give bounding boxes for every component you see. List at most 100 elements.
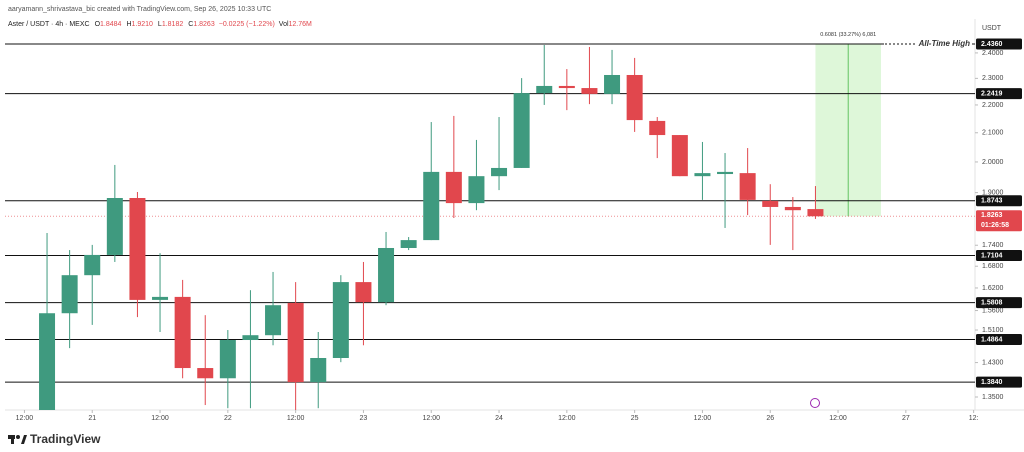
- candle-body: [287, 302, 304, 383]
- x-tick-label: 26: [766, 415, 774, 422]
- candle-body: [445, 171, 462, 204]
- last-price-tag: [976, 210, 1022, 232]
- ohlc-value: 1.9210: [132, 21, 154, 28]
- candle-body: [536, 85, 553, 94]
- ohlc-key: C: [188, 21, 193, 28]
- y-tick-label: 1.5100: [982, 327, 1004, 334]
- level-label: 1.7104: [981, 252, 1003, 259]
- change: −0.0225 (−1.22%): [219, 21, 275, 28]
- candle-body: [355, 282, 372, 303]
- level-label: 2.2419: [981, 91, 1003, 98]
- volume: 12.76M: [289, 21, 313, 28]
- candle-body: [106, 197, 123, 255]
- candle-body: [581, 88, 598, 94]
- candle-body: [129, 197, 146, 300]
- candle-body: [807, 209, 824, 217]
- candle-body: [491, 167, 508, 177]
- candle-body: [762, 200, 779, 207]
- candle-body: [174, 296, 191, 369]
- y-tick-label: 2.3000: [982, 75, 1004, 82]
- ohlc-key: O: [95, 21, 101, 28]
- note-bg: [884, 39, 972, 50]
- candle-body: [739, 173, 756, 200]
- brand-logo: [8, 435, 27, 444]
- level-label: 1.5808: [981, 299, 1003, 306]
- level-tag: [976, 195, 1022, 207]
- y-tick-label: 2.4000: [982, 50, 1004, 57]
- level-label: 2.4360: [981, 41, 1003, 48]
- candle-body: [604, 74, 621, 94]
- y-tick-label: 1.5600: [982, 307, 1004, 314]
- candle-body: [332, 282, 349, 358]
- y-tick-label: 1.6800: [982, 263, 1004, 270]
- range-label: 0.6081 (33.27%) 6,081: [820, 32, 876, 38]
- y-tick-label: 1.6200: [982, 285, 1004, 292]
- candle-body: [468, 176, 485, 204]
- level-tag: [976, 333, 1022, 345]
- ohlc-value: 1.8182: [162, 21, 184, 28]
- level-tag: [976, 249, 1022, 261]
- candle-body: [61, 275, 78, 314]
- level-tag: [976, 88, 1022, 100]
- x-tick-label: 12:00: [287, 415, 305, 422]
- y-tick-label: 1.7400: [982, 242, 1004, 249]
- candle-body: [649, 120, 666, 136]
- credit: aaryamann_shrivastava_bic created with T…: [8, 6, 271, 13]
- level-label: 1.4864: [981, 336, 1003, 343]
- x-tick-label: 12:00: [16, 415, 34, 422]
- level-tag: [976, 297, 1022, 309]
- last-price-label: 1.8263: [981, 212, 1003, 219]
- x-tick-label: 25: [631, 415, 639, 422]
- level-label: 1.3840: [981, 379, 1003, 386]
- y-tick-label: 2.0000: [982, 159, 1004, 166]
- x-tick-label: 12:: [969, 415, 979, 422]
- x-tick-label: 12:00: [829, 415, 847, 422]
- y-tick-label: 2.2000: [982, 102, 1004, 109]
- candle-body: [265, 305, 282, 336]
- candle-body: [513, 93, 530, 168]
- ohlc-key: H: [126, 21, 131, 28]
- volume-key: Vol: [279, 21, 289, 28]
- x-tick-label: 12:00: [422, 415, 440, 422]
- level-tag: [976, 376, 1022, 388]
- symbol: Aster / USDT · 4h · MEXC: [8, 21, 90, 28]
- candle-body: [558, 85, 575, 89]
- x-tick-label: 12:00: [151, 415, 169, 422]
- candle-body: [671, 135, 688, 177]
- ohlc-value: 1.8263: [193, 21, 215, 28]
- level-note: All-Time High: [918, 39, 971, 48]
- ohlc-value: 1.8484: [100, 21, 122, 28]
- x-tick-label: 22: [224, 415, 232, 422]
- candle-body: [626, 74, 643, 121]
- x-tick-label: 12:00: [694, 415, 712, 422]
- level-label: 1.8743: [981, 198, 1003, 205]
- candle-body: [694, 173, 711, 177]
- x-tick-label: 23: [360, 415, 368, 422]
- currency: USDT: [982, 25, 1002, 32]
- symbol-header: Aster / USDT · 4h · MEXC O1.8484 H1.9210 L1…: [8, 21, 312, 28]
- y-tick-label: 1.9000: [982, 189, 1004, 196]
- candle-body: [423, 171, 440, 241]
- x-tick-label: 21: [88, 415, 96, 422]
- ohlc-key: L: [158, 21, 162, 28]
- candle-body: [784, 206, 801, 211]
- y-tick-label: 1.4300: [982, 359, 1004, 366]
- level-tag: [976, 38, 1022, 50]
- candle-body: [197, 368, 214, 379]
- candle-body: [219, 340, 236, 379]
- candle-body: [39, 313, 56, 410]
- brand: TradingView: [30, 432, 101, 446]
- y-tick-label: 2.1000: [982, 130, 1004, 137]
- candle-body: [717, 171, 734, 175]
- candle-body: [84, 254, 101, 276]
- countdown: 01:26:58: [981, 222, 1009, 229]
- x-tick-label: 24: [495, 415, 503, 422]
- candle-body: [400, 240, 417, 248]
- candle-body: [378, 247, 395, 303]
- y-tick-label: 1.3500: [982, 394, 1004, 401]
- x-tick-label: 27: [902, 415, 910, 422]
- candle-body: [152, 296, 169, 300]
- alert-icon: [810, 398, 820, 408]
- candle-body: [310, 357, 327, 383]
